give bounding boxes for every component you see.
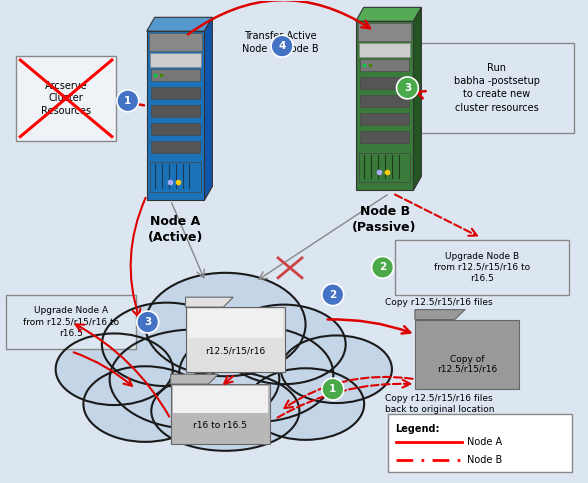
Bar [150, 162, 202, 192]
FancyArrowPatch shape [259, 195, 387, 279]
Bar [359, 43, 410, 57]
Bar [358, 23, 412, 41]
Bar [360, 77, 409, 89]
Circle shape [396, 77, 419, 99]
FancyArrowPatch shape [74, 352, 132, 386]
Bar [150, 53, 202, 67]
Ellipse shape [102, 303, 232, 386]
Circle shape [372, 256, 393, 278]
Circle shape [322, 378, 344, 400]
Text: Copy r12.5/r15/r16 files
back to original location: Copy r12.5/r15/r16 files back to origina… [385, 394, 494, 414]
Circle shape [271, 35, 293, 57]
FancyArrowPatch shape [123, 99, 144, 107]
Text: Copy of
r12.5/r15/r16: Copy of r12.5/r15/r16 [437, 355, 497, 374]
Bar [419, 43, 574, 133]
FancyArrowPatch shape [224, 376, 233, 384]
FancyArrowPatch shape [395, 195, 477, 236]
Text: Run
babha -postsetup
to create new
cluster resources: Run babha -postsetup to create new clust… [453, 63, 540, 113]
Text: 4: 4 [278, 41, 286, 51]
Polygon shape [356, 7, 422, 21]
Ellipse shape [109, 329, 279, 429]
Polygon shape [413, 7, 422, 190]
Ellipse shape [281, 336, 392, 403]
FancyArrowPatch shape [172, 203, 204, 278]
Text: 2: 2 [329, 290, 336, 299]
Text: Arcserve
Cluster
Resources: Arcserve Cluster Resources [41, 81, 91, 116]
FancyArrowPatch shape [278, 380, 410, 418]
Text: Legend:: Legend: [396, 424, 440, 434]
FancyArrowPatch shape [131, 198, 146, 317]
Polygon shape [186, 297, 233, 307]
Text: r16 to r16.5: r16 to r16.5 [193, 422, 248, 430]
Bar [151, 105, 201, 117]
FancyArrowPatch shape [188, 0, 370, 35]
FancyArrowPatch shape [284, 377, 413, 408]
Text: 3: 3 [404, 83, 411, 93]
Bar [356, 21, 413, 190]
Text: Node B: Node B [467, 455, 502, 465]
Text: r12.5/r15/r16: r12.5/r15/r16 [205, 347, 265, 356]
Ellipse shape [247, 368, 364, 440]
Polygon shape [205, 17, 212, 200]
FancyBboxPatch shape [415, 320, 519, 389]
Text: 1: 1 [329, 384, 336, 394]
Bar [188, 309, 283, 338]
FancyBboxPatch shape [171, 384, 270, 444]
Circle shape [117, 90, 139, 112]
Polygon shape [146, 17, 212, 31]
Bar [360, 59, 409, 71]
Text: Node A
(Active): Node A (Active) [148, 215, 203, 244]
Bar [151, 141, 201, 153]
Bar [359, 153, 410, 183]
Circle shape [322, 284, 344, 306]
Bar [360, 113, 409, 125]
Bar [395, 240, 569, 295]
Text: Node B
(Passive): Node B (Passive) [352, 205, 417, 234]
FancyArrowPatch shape [416, 91, 426, 99]
Text: 3: 3 [144, 317, 151, 327]
FancyArrowPatch shape [76, 325, 169, 416]
Text: Copy r12.5/r15/r16 files: Copy r12.5/r15/r16 files [385, 298, 492, 307]
Polygon shape [171, 374, 218, 384]
Bar [417, 322, 517, 353]
Circle shape [137, 311, 159, 333]
Bar [360, 95, 409, 107]
Ellipse shape [83, 366, 207, 442]
Ellipse shape [151, 371, 299, 451]
Polygon shape [415, 310, 465, 320]
Bar [172, 386, 268, 413]
Text: 2: 2 [379, 262, 386, 272]
FancyBboxPatch shape [186, 307, 285, 372]
Bar [149, 33, 202, 51]
FancyArrowPatch shape [328, 319, 410, 334]
Bar [151, 123, 201, 135]
Bar [6, 295, 136, 349]
Bar [151, 69, 201, 81]
Bar [16, 56, 116, 141]
Bar [387, 414, 572, 472]
Text: 1: 1 [124, 96, 131, 106]
Bar [146, 31, 205, 200]
Text: Upgrade Node B
from r12.5/r15/r16 to
r16.5: Upgrade Node B from r12.5/r15/r16 to r16… [433, 252, 530, 283]
Ellipse shape [145, 273, 306, 376]
Bar [151, 87, 201, 99]
Ellipse shape [222, 305, 346, 384]
Text: Node A: Node A [467, 437, 502, 447]
Bar [360, 130, 409, 142]
Text: Upgrade Node A
from r12.5/r15/r16 to
r16.5: Upgrade Node A from r12.5/r15/r16 to r16… [23, 306, 119, 338]
Text: Transfer Active
Node to Node B: Transfer Active Node to Node B [242, 31, 318, 54]
Ellipse shape [179, 327, 333, 422]
Ellipse shape [56, 333, 173, 405]
